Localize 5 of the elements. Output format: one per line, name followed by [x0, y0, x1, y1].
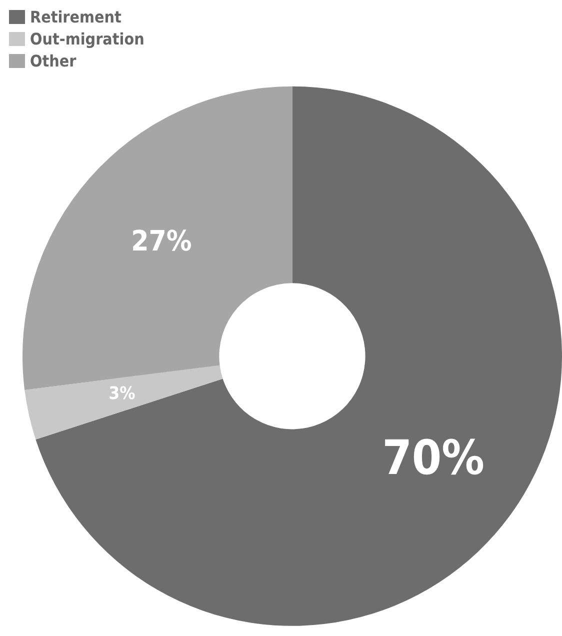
legend-label: Other — [30, 52, 78, 70]
legend-label: Out-migration — [30, 30, 144, 48]
data-label: 70% — [382, 431, 484, 486]
data-label: 27% — [131, 224, 192, 258]
legend-label: Retirement — [30, 8, 122, 26]
